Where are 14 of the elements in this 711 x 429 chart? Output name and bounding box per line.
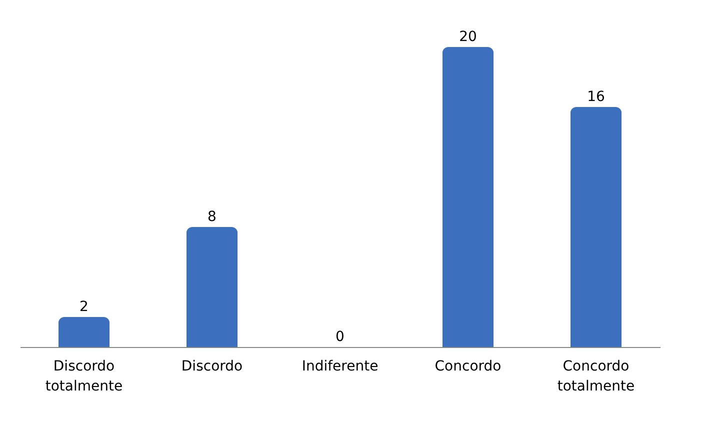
x-tick-label: Discordo totalmente (45, 358, 123, 394)
data-label: 16 (587, 89, 605, 105)
data-label: 2 (80, 299, 88, 315)
bar (58, 317, 110, 347)
bar (442, 47, 494, 347)
x-tick-label: Concordo (434, 358, 502, 374)
x-tick-label: Concordo totalmente (557, 358, 635, 394)
data-label: 8 (208, 209, 216, 225)
x-tick-label: Discordo (181, 358, 243, 374)
bar (570, 107, 622, 347)
x-tick-label: Indiferente (302, 358, 378, 374)
bar (186, 227, 238, 347)
data-label: 20 (459, 29, 477, 45)
data-label: 0 (336, 329, 344, 345)
